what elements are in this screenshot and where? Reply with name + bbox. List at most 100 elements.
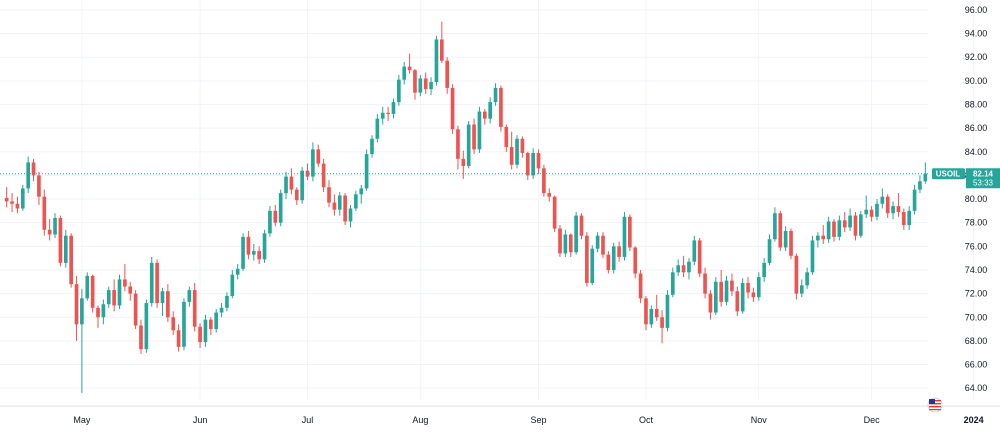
candle-body xyxy=(418,78,423,93)
candle-body xyxy=(810,240,815,273)
candle-body xyxy=(799,285,804,294)
time-tick-label: Sep xyxy=(531,415,547,425)
candle-body xyxy=(348,208,353,222)
candle xyxy=(26,156,31,194)
candles-layer xyxy=(4,21,928,393)
candle xyxy=(391,98,396,119)
candle xyxy=(348,204,353,228)
last-price-label: 82.14 xyxy=(973,170,994,179)
candle-body xyxy=(139,325,143,350)
candle xyxy=(794,253,799,300)
candle-body xyxy=(773,213,777,240)
candle-body xyxy=(601,235,605,255)
candle-body xyxy=(542,168,546,194)
candle xyxy=(563,229,568,257)
candle xyxy=(402,61,407,85)
candle xyxy=(821,225,826,244)
candle-body xyxy=(85,275,90,299)
candle-body xyxy=(606,254,611,270)
candle-body xyxy=(536,152,541,169)
candle-body xyxy=(730,280,734,292)
candle xyxy=(810,235,815,275)
candle xyxy=(783,226,788,252)
candle-body xyxy=(294,189,299,201)
candle xyxy=(90,274,95,313)
bar-countdown-label: 53:33 xyxy=(973,179,994,188)
candle-body xyxy=(880,196,885,204)
candle xyxy=(42,189,47,236)
candle-body xyxy=(477,111,482,150)
candle-body xyxy=(504,126,509,148)
candle-body xyxy=(848,215,852,228)
candle-body xyxy=(918,181,922,190)
candle xyxy=(370,135,374,158)
candle xyxy=(155,259,159,308)
candle xyxy=(837,215,842,241)
candle xyxy=(225,292,229,312)
candle xyxy=(901,208,906,230)
price-tick-label: 90.00 xyxy=(965,76,988,86)
candle xyxy=(112,279,116,312)
candle xyxy=(482,109,487,125)
candle xyxy=(816,232,820,248)
candle xyxy=(15,196,20,214)
candle xyxy=(439,21,444,64)
candle-body xyxy=(708,293,713,313)
candle xyxy=(542,164,546,197)
time-tick-label: Aug xyxy=(412,415,428,425)
candle xyxy=(450,84,455,135)
candle xyxy=(176,324,181,352)
candle xyxy=(756,272,761,301)
candle xyxy=(547,188,552,202)
candle-body xyxy=(767,239,772,263)
price-axis[interactable]: 64.00 66.00 68.00 70.00 72.00 74.00 76.00 78.00… xyxy=(965,5,988,393)
candle-body xyxy=(407,66,412,71)
price-tick-label: 66.00 xyxy=(965,360,988,370)
candle-body xyxy=(198,326,202,343)
candle-body xyxy=(166,291,170,318)
us-flag-icon[interactable] xyxy=(927,397,943,413)
candle xyxy=(230,269,235,299)
candle-body xyxy=(192,290,197,327)
candle-body xyxy=(740,282,745,312)
candle xyxy=(568,233,573,257)
candle xyxy=(735,286,740,317)
candle-body xyxy=(251,251,256,255)
candle-body xyxy=(257,251,262,260)
candle xyxy=(692,235,697,266)
candle-body xyxy=(4,197,9,202)
candle-body xyxy=(794,255,799,294)
candle-body xyxy=(735,291,740,312)
candle xyxy=(617,241,621,262)
candle-body xyxy=(611,246,616,270)
candle xyxy=(429,77,433,96)
candle xyxy=(799,279,804,298)
candle-body xyxy=(466,124,471,166)
candle xyxy=(413,69,417,100)
candle xyxy=(445,57,450,94)
time-axis[interactable]: MayJunJulAugSepOctNovDec2024FebMar xyxy=(0,405,1000,425)
candle xyxy=(891,201,895,220)
candle-body xyxy=(262,233,267,260)
candle-body xyxy=(697,240,702,274)
candle-body xyxy=(595,235,600,249)
candle-body xyxy=(568,234,573,253)
candle-body xyxy=(585,235,589,283)
candle xyxy=(611,242,616,274)
candle-body xyxy=(160,291,165,304)
candle xyxy=(289,168,294,195)
candle-body xyxy=(638,273,643,299)
candle-body xyxy=(563,234,568,254)
candle-body xyxy=(278,193,283,223)
candle-body xyxy=(31,162,36,176)
candle xyxy=(106,286,111,308)
candle xyxy=(842,212,847,233)
candle xyxy=(515,135,519,169)
candle-body xyxy=(509,147,514,165)
candle xyxy=(472,118,476,155)
candle-body xyxy=(590,248,595,283)
candle-body xyxy=(133,293,138,326)
time-tick-label: Dec xyxy=(864,415,881,425)
